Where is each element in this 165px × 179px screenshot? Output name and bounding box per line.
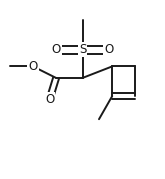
Text: S: S [79,43,86,56]
Text: O: O [51,43,61,56]
Text: O: O [104,43,114,56]
Text: O: O [45,93,54,106]
Text: O: O [28,60,38,73]
